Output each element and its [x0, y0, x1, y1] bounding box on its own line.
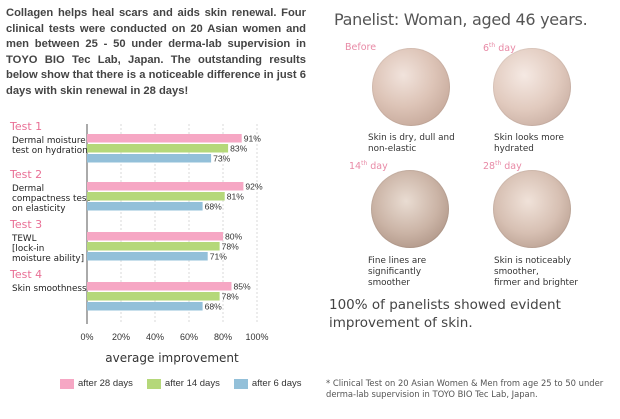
intro-paragraph: Collagen helps heal scars and aids skin … [6, 7, 306, 97]
bar-chart: 0% 20% 40% 60% 80% 100% average improvement Tes… [9, 120, 269, 365]
data-label: 92% [245, 182, 263, 192]
legend-swatch [146, 378, 161, 389]
x-tick-label: 40% [146, 332, 164, 342]
category-label: TEWL [11, 234, 37, 244]
photo-caption: Skin is noticeably smoother, firmer and b… [494, 256, 579, 288]
bar [87, 292, 220, 301]
data-label: 81% [227, 192, 245, 202]
panelist-title: Panelist: Woman, aged 46 years. [334, 10, 588, 29]
photo-caption: Skin looks more hydrated [494, 133, 564, 154]
bar [87, 282, 232, 291]
summary-text: 100% of panelists showed evident improve… [329, 297, 561, 331]
data-label: 85% [234, 282, 252, 292]
test-label: Test 1 [9, 120, 42, 133]
skin-photo [493, 48, 571, 126]
x-tick-label: 80% [214, 332, 232, 342]
photo-caption: Fine lines are significantly smoother [368, 256, 427, 288]
bar [87, 144, 229, 153]
bar [87, 154, 212, 163]
photo-day-label: 28th day [483, 160, 522, 173]
legend-item: after 28 days [60, 378, 133, 389]
legend-item: after 6 days [233, 378, 302, 389]
legend-label: after 6 days [251, 378, 302, 389]
legend-swatch [60, 378, 74, 389]
category-label: Skin smoothness [12, 284, 87, 294]
footnote: * Clinical Test on 20 Asian Women & Men … [326, 378, 604, 399]
x-tick-label: 0% [80, 332, 93, 342]
test-label: Test 4 [9, 268, 42, 281]
legend-label: after 28 days [78, 378, 133, 389]
category-label: Dermal [12, 184, 44, 194]
bar [87, 302, 203, 311]
category-label: on elasticity [12, 204, 65, 214]
x-tick-label: 60% [180, 332, 198, 342]
photo-day-label: Before [345, 42, 377, 53]
legend-label: after 14 days [164, 378, 220, 389]
x-axis-label: average improvement [105, 351, 239, 365]
skin-photo [372, 48, 450, 126]
category-label: test on hydration [12, 146, 88, 156]
skin-photo [493, 170, 571, 248]
legend-item: after 14 days [146, 378, 220, 389]
bar [87, 232, 223, 241]
data-label: 80% [225, 232, 243, 242]
bar [87, 242, 220, 251]
data-label: 78% [222, 242, 240, 252]
data-label: 73% [213, 154, 231, 164]
bar [87, 202, 203, 211]
bar [87, 134, 242, 143]
photo-day-label: 14th day [349, 160, 388, 173]
test-label: Test 2 [9, 168, 42, 181]
photo-caption: Skin is dry, dull and non-elastic [368, 133, 455, 154]
category-label: moisture ability] [12, 254, 84, 264]
data-label: 78% [222, 292, 240, 302]
data-label: 71% [210, 252, 228, 262]
legend-swatch [233, 378, 248, 389]
data-label: 68% [205, 202, 223, 212]
photo-day-label: 6th day [483, 42, 516, 55]
category-label: compactness test [12, 194, 90, 204]
data-label: 91% [244, 134, 262, 144]
bar [87, 182, 244, 191]
x-tick-label: 20% [112, 332, 130, 342]
bar [87, 252, 208, 261]
test-label: Test 3 [9, 218, 42, 231]
data-label: 83% [230, 144, 248, 154]
category-label: [lock-in [12, 244, 44, 254]
bar [87, 192, 225, 201]
category-label: Dermal moisture [12, 136, 86, 146]
data-label: 68% [205, 302, 223, 312]
skin-photo [371, 170, 449, 248]
x-tick-label: 100% [245, 332, 268, 342]
chart-legend: after 28 days after 14 days after 6 days [60, 378, 301, 389]
